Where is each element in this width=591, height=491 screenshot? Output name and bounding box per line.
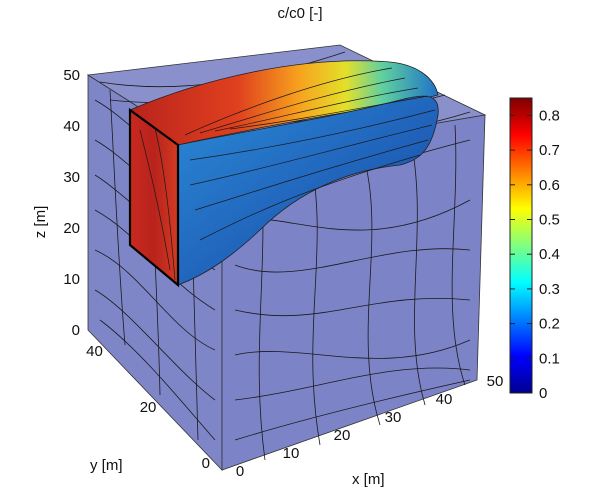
colorbar-tick-label: 0 (539, 385, 547, 402)
plume-contour (194, 139, 429, 211)
z-axis-label: z [m] (32, 206, 49, 239)
streamline (234, 379, 471, 441)
y-tick-label: 0 (202, 455, 210, 472)
colorbar-ticks: 0 0.1 0.2 0.3 0.4 0.5 0.6 0.7 0.8 (510, 107, 560, 402)
colorbar-tick-label: 0.1 (539, 350, 560, 367)
plume (128, 60, 439, 288)
colorbar: 0 0.1 0.2 0.3 0.4 0.5 0.6 0.7 0.8 (509, 97, 560, 402)
z-tick-label: 10 (63, 271, 80, 288)
plume-contour (189, 124, 433, 186)
streamline (234, 297, 471, 317)
z-tick-label: 0 (72, 322, 80, 339)
streamline (309, 154, 321, 446)
colorbar-tick-label: 0.6 (539, 177, 560, 194)
y-axis-label: y [m] (90, 457, 123, 474)
plume-contour (189, 109, 436, 161)
streamline (451, 124, 466, 386)
z-tick-label: 50 (63, 67, 80, 84)
streamline (359, 144, 381, 426)
z-tick-label: 30 (63, 169, 80, 186)
streamline (94, 289, 216, 401)
x-tick-label: 50 (487, 373, 504, 390)
plume-contour (184, 67, 393, 136)
plume-top-surface (129, 60, 439, 146)
x-tick-label: 10 (283, 445, 300, 462)
x-tick-label: 20 (334, 427, 351, 444)
plume-contour (214, 87, 419, 132)
x-axis: 0 10 20 30 40 50 (236, 373, 504, 480)
z-tick-label: 40 (63, 118, 80, 135)
z-tick-label: 20 (63, 220, 80, 237)
y-axis: 0 20 40 (86, 343, 210, 472)
chart-title: c/c0 [-] (277, 5, 322, 22)
colorbar-tick-label: 0.2 (539, 316, 560, 333)
plume-contour (154, 127, 176, 281)
colorbar-tick-label: 0.8 (539, 107, 560, 124)
x-tick-label: 30 (385, 409, 402, 426)
plume-contour (229, 95, 429, 130)
colorbar-tick-label: 0.4 (539, 246, 560, 263)
plume-side-surface (177, 95, 439, 286)
streamline (234, 367, 471, 401)
plume-contours (139, 67, 436, 281)
plume-contour (139, 129, 171, 271)
colorbar-tick-label: 0.5 (539, 212, 560, 229)
streamline (109, 89, 126, 346)
y-tick-label: 40 (86, 343, 103, 360)
colorbar-gradient (509, 97, 533, 394)
streamline (234, 248, 471, 273)
streamline (409, 134, 426, 406)
plume-front-slice (128, 107, 180, 288)
y-tick-label: 20 (140, 399, 157, 416)
x-tick-label: 40 (436, 391, 453, 408)
colorbar-tick-label: 0.7 (539, 142, 560, 159)
plume-contour (199, 154, 421, 241)
plume-contour (199, 77, 406, 134)
x-axis-label: x [m] (352, 471, 385, 488)
x-tick-label: 0 (236, 463, 244, 480)
streamline (94, 249, 216, 351)
streamline (234, 339, 471, 359)
z-axis: 0 10 20 30 40 50 (63, 67, 80, 339)
colorbar-tick-label: 0.3 (539, 281, 560, 298)
